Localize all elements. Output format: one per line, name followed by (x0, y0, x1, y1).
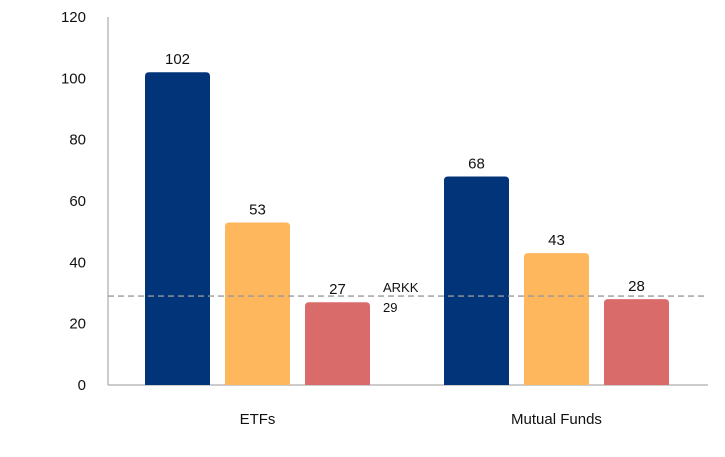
bar (444, 176, 509, 385)
y-tick-label: 40 (69, 254, 86, 271)
bar-value-label: 68 (468, 155, 485, 172)
reference-line-value: 29 (383, 300, 397, 315)
bar (225, 222, 290, 385)
bar (145, 72, 210, 385)
y-tick-label: 60 (69, 193, 86, 210)
category-label: ETFs (240, 411, 276, 428)
bar (305, 302, 370, 385)
bars-group (145, 72, 669, 385)
bar-value-label: 102 (165, 51, 190, 68)
bar-value-label: 43 (548, 232, 565, 249)
category-labels-group: ETFs Mutual Funds (240, 411, 602, 428)
category-label: Mutual Funds (511, 411, 602, 428)
bar (604, 299, 669, 385)
y-tick-label: 0 (78, 377, 86, 394)
y-tick-label: 20 (69, 316, 86, 333)
y-tick-label: 80 (69, 132, 86, 149)
y-tick-label: 120 (61, 9, 86, 26)
y-axis-ticks: 0 20 40 60 80 100 120 (61, 9, 86, 394)
bar (524, 253, 589, 385)
bar-value-label: 53 (249, 201, 266, 218)
bar-value-label: 27 (329, 281, 346, 298)
bar-value-label: 28 (628, 278, 645, 295)
y-tick-label: 100 (61, 70, 86, 87)
data-labels-group: 102 53 27 68 43 28 (165, 51, 645, 298)
reference-line-label: ARKK (383, 280, 419, 295)
